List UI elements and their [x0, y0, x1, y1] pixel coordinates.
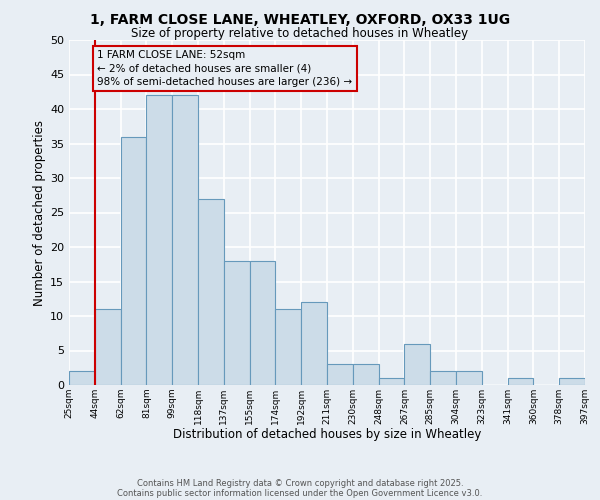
Text: Contains public sector information licensed under the Open Government Licence v3: Contains public sector information licen… [118, 488, 482, 498]
Bar [404, 344, 430, 385]
Bar [95, 309, 121, 385]
Bar [224, 261, 250, 385]
Bar [456, 371, 482, 385]
Bar [508, 378, 533, 385]
Bar [301, 302, 327, 385]
Bar [198, 198, 224, 385]
Y-axis label: Number of detached properties: Number of detached properties [33, 120, 46, 306]
X-axis label: Distribution of detached houses by size in Wheatley: Distribution of detached houses by size … [173, 428, 481, 442]
Text: 1 FARM CLOSE LANE: 52sqm
← 2% of detached houses are smaller (4)
98% of semi-det: 1 FARM CLOSE LANE: 52sqm ← 2% of detache… [97, 50, 353, 86]
Bar [430, 371, 456, 385]
Bar [172, 95, 198, 385]
Bar [559, 378, 585, 385]
Text: Contains HM Land Registry data © Crown copyright and database right 2025.: Contains HM Land Registry data © Crown c… [137, 478, 463, 488]
Text: Size of property relative to detached houses in Wheatley: Size of property relative to detached ho… [131, 28, 469, 40]
Bar [121, 136, 146, 385]
Bar [275, 309, 301, 385]
Bar [353, 364, 379, 385]
Text: 1, FARM CLOSE LANE, WHEATLEY, OXFORD, OX33 1UG: 1, FARM CLOSE LANE, WHEATLEY, OXFORD, OX… [90, 12, 510, 26]
Bar [146, 95, 172, 385]
Bar [327, 364, 353, 385]
Bar [69, 371, 95, 385]
Bar [250, 261, 275, 385]
Bar [379, 378, 404, 385]
